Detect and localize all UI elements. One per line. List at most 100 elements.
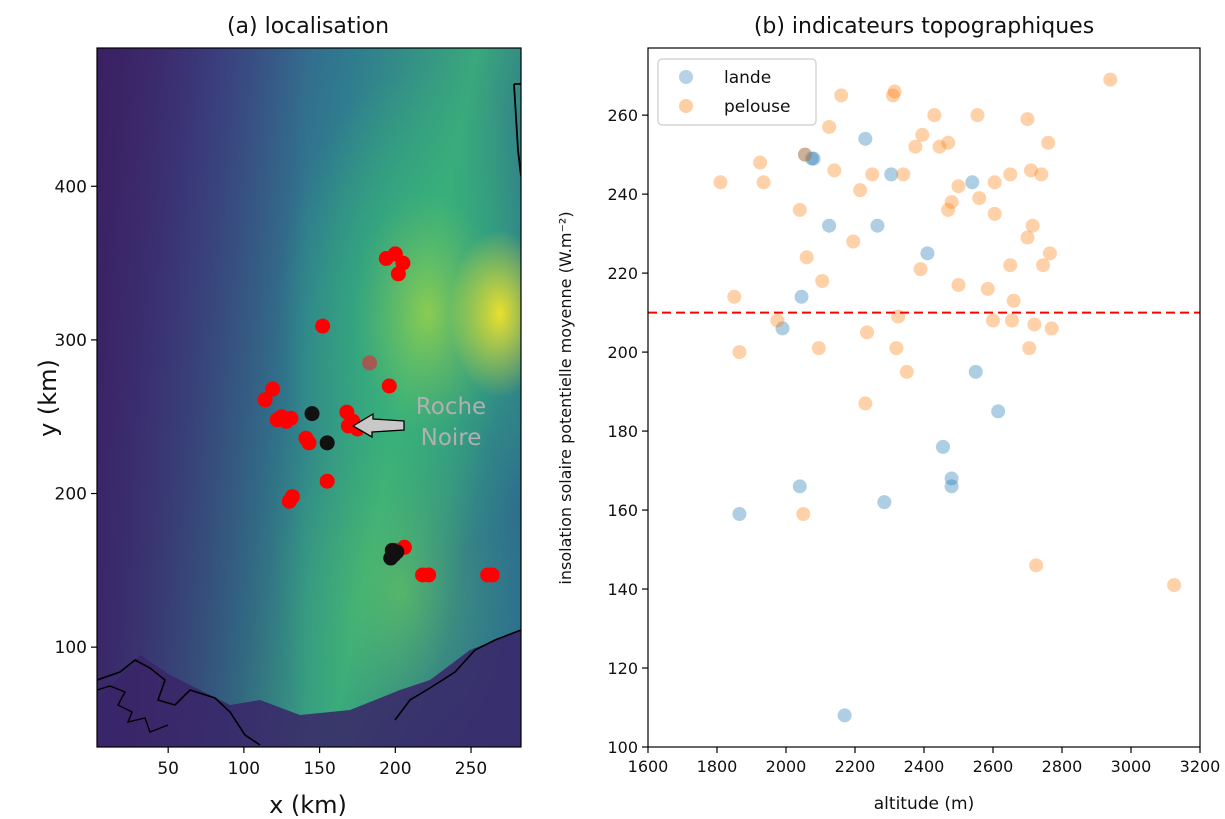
- point-pelouse: [1103, 72, 1118, 87]
- legend-box: [657, 58, 817, 126]
- point-pelouse: [799, 250, 814, 265]
- y-tick-label: 400: [55, 177, 87, 197]
- point-pelouse: [1020, 230, 1035, 245]
- legend: lande pelouse: [657, 58, 817, 126]
- point-pelouse: [941, 135, 956, 150]
- x-tick-label: 250: [455, 759, 487, 779]
- point-pelouse: [1020, 112, 1035, 127]
- point-lande: [920, 246, 935, 261]
- site-point-red: [283, 410, 299, 426]
- point-pelouse: [858, 396, 873, 411]
- legend-label-pelouse: pelouse: [724, 97, 790, 117]
- x-tick-label: 3200: [1180, 757, 1221, 776]
- x-tick-label: 2600: [973, 757, 1014, 776]
- border-line-ne: [513, 83, 521, 177]
- point-lande: [944, 471, 959, 486]
- point-pelouse: [1027, 317, 1042, 332]
- x-tick-label: 3000: [1111, 757, 1152, 776]
- elevation-map: [97, 48, 521, 747]
- site-point-red: [421, 567, 437, 583]
- point-lande: [870, 218, 885, 233]
- y-tick-label: 260: [607, 106, 638, 125]
- panel-a: (a) localisation 50 100 150 200 250 100 200 30…: [34, 14, 522, 819]
- point-lande: [935, 439, 950, 454]
- point-lande: [837, 708, 852, 723]
- panel-b: (b) indicateurs topographiques 1600 1800 2…: [556, 14, 1220, 814]
- y-tick-label: 220: [607, 264, 638, 283]
- point-lande: [797, 147, 812, 162]
- x-tick-label: 50: [157, 759, 179, 779]
- site-point-red: [390, 266, 406, 282]
- site-point-red: [265, 381, 281, 397]
- y-tick-label: 100: [55, 638, 87, 658]
- point-lande: [732, 507, 747, 521]
- point-pelouse: [987, 175, 1002, 190]
- point-pelouse: [986, 313, 1000, 328]
- y-tick-label: 140: [607, 580, 638, 599]
- point-pelouse: [896, 167, 911, 182]
- point-pelouse: [1042, 246, 1057, 261]
- x-tick-label: 200: [379, 759, 411, 779]
- point-pelouse: [822, 119, 837, 134]
- point-pelouse: [827, 163, 842, 178]
- site-point-red: [315, 318, 331, 334]
- panel-a-ylabel: y (km): [34, 359, 62, 437]
- point-pelouse: [915, 127, 930, 142]
- point-lande: [991, 404, 1006, 419]
- annotation-label-line2: Noire: [421, 425, 482, 451]
- point-pelouse: [951, 179, 966, 194]
- y-tick-label: 200: [55, 485, 87, 505]
- point-pelouse: [727, 289, 742, 304]
- point-lande: [877, 495, 892, 510]
- point-pelouse: [1041, 135, 1056, 150]
- point-pelouse: [980, 281, 995, 296]
- legend-label-lande: lande: [724, 68, 771, 88]
- site-point-red: [257, 392, 273, 408]
- point-lande: [965, 175, 980, 190]
- panel-b-plot-area: [648, 48, 1200, 747]
- point-pelouse: [834, 88, 849, 103]
- point-pelouse: [1025, 218, 1040, 233]
- point-pelouse: [1044, 321, 1059, 336]
- x-tick-label: 1600: [628, 757, 669, 776]
- y-tick-label: 100: [607, 738, 638, 757]
- point-lande: [794, 289, 809, 304]
- point-pelouse: [970, 108, 985, 123]
- x-tick-label: 2000: [766, 757, 807, 776]
- panel-a-x-axis: 50 100 150 200 250: [157, 747, 487, 779]
- point-pelouse: [941, 202, 956, 217]
- point-pelouse: [951, 277, 966, 292]
- point-pelouse: [908, 139, 923, 154]
- point-pelouse: [913, 262, 928, 277]
- point-pelouse: [1004, 313, 1019, 328]
- site-point-red: [381, 378, 397, 394]
- point-pelouse: [944, 195, 959, 210]
- point-pelouse: [796, 507, 811, 521]
- point-pelouse: [1003, 167, 1018, 182]
- legend-marker-pelouse: [679, 99, 693, 113]
- panel-a-xlabel: x (km): [269, 791, 347, 819]
- point-pelouse: [811, 341, 826, 356]
- point-pelouse: [899, 364, 914, 379]
- border-line: [97, 629, 521, 746]
- point-pelouse: [1029, 558, 1044, 573]
- y-tick-label: 300: [55, 331, 87, 351]
- y-tick-label: 120: [607, 659, 638, 678]
- x-tick-label: 2200: [835, 757, 876, 776]
- point-lande: [792, 479, 807, 494]
- point-pelouse: [846, 234, 861, 249]
- point-pelouse: [770, 313, 785, 328]
- y-tick-label: 180: [607, 422, 638, 441]
- point-lande: [968, 364, 983, 379]
- point-pelouse: [732, 345, 747, 360]
- point-pelouse: [1022, 341, 1037, 356]
- panel-b-title: (b) indicateurs topographiques: [754, 14, 1094, 39]
- point-pelouse: [932, 139, 947, 154]
- y-tick-label: 200: [607, 343, 638, 362]
- coastline: [97, 685, 169, 733]
- x-tick-label: 100: [228, 759, 260, 779]
- panel-b-x-axis: 1600 1800 2000 2200 2400 2600 2800 3000 3200: [628, 747, 1221, 776]
- panel-b-xlabel: altitude (m): [874, 794, 974, 814]
- point-pelouse: [887, 84, 902, 99]
